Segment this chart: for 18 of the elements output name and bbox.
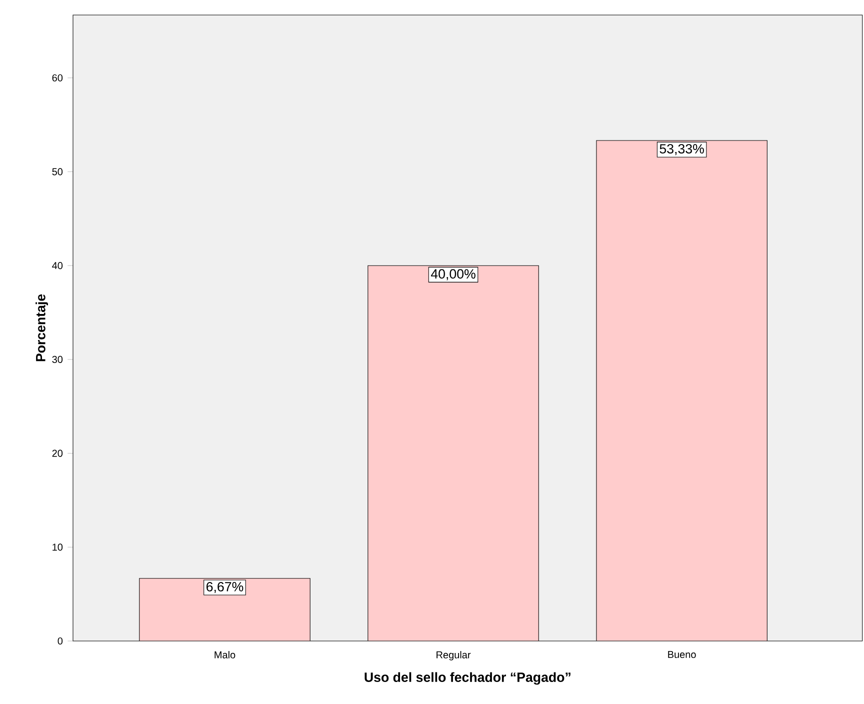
data-label: 53,33% <box>660 144 704 156</box>
bar <box>596 140 768 641</box>
y-tick-label: 40 <box>52 262 63 270</box>
y-tick-label: 0 <box>58 637 63 645</box>
x-tick-label: Bueno <box>668 651 696 658</box>
y-tick-label: 10 <box>52 544 63 551</box>
x-axis-title: Uso del sello fechador “Pagado” <box>364 672 570 685</box>
y-tick-label: 60 <box>52 74 63 82</box>
x-tick-label: Regular <box>436 651 471 660</box>
x-tick-label: Malo <box>214 651 236 658</box>
data-label: 40,00% <box>430 269 476 280</box>
y-axis-title: Porcentaje <box>36 294 48 362</box>
y-tick-label: 50 <box>52 168 63 176</box>
y-tick-label: 30 <box>52 356 63 363</box>
data-label: 6,67% <box>206 582 244 594</box>
bar <box>139 578 310 641</box>
bar <box>368 265 539 641</box>
y-tick-label: 20 <box>52 450 63 457</box>
